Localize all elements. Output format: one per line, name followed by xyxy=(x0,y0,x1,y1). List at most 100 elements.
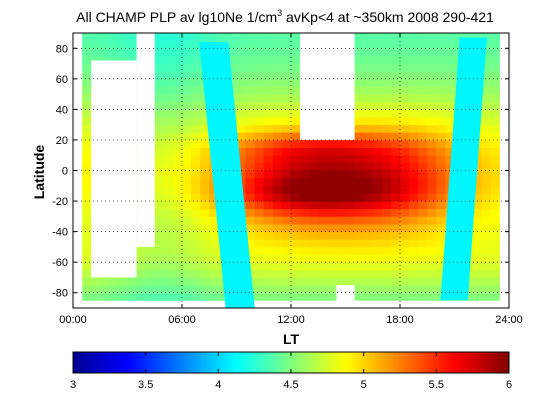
heatmap-cell xyxy=(336,155,346,164)
heatmap-cell xyxy=(372,254,383,263)
heatmap-cell xyxy=(82,48,92,57)
heatmap-cell xyxy=(490,139,501,148)
heatmap-cell xyxy=(363,147,374,156)
heatmap-cell xyxy=(200,277,210,286)
heatmap-cell xyxy=(354,193,365,202)
heatmap-cell xyxy=(263,269,274,278)
heatmap-cell xyxy=(372,139,383,148)
heatmap-cell xyxy=(127,33,137,42)
heatmap-cell xyxy=(182,231,192,240)
heatmap-cell xyxy=(291,246,301,255)
heatmap-cell xyxy=(436,124,446,133)
heatmap-cell xyxy=(390,147,401,156)
heatmap-cell xyxy=(390,223,401,233)
heatmap-cell xyxy=(436,117,446,126)
heatmap-cell xyxy=(372,132,383,141)
heatmap-cell xyxy=(390,193,401,202)
heatmap-cell xyxy=(436,223,446,233)
heatmap-cell xyxy=(245,170,256,179)
heatmap-cell xyxy=(390,239,401,248)
heatmap-cell xyxy=(354,33,365,42)
heatmap-cell xyxy=(182,94,192,103)
grid-lines xyxy=(73,33,509,308)
heatmap-cell xyxy=(381,132,392,141)
heatmap-cell xyxy=(400,178,410,187)
heatmap-cell xyxy=(182,239,192,248)
heatmap-cell xyxy=(82,162,92,171)
heatmap-cell xyxy=(472,170,483,179)
heatmap-cell xyxy=(318,170,328,179)
heatmap-cell xyxy=(82,170,92,179)
heatmap-cell xyxy=(445,109,455,118)
heatmap-cell xyxy=(445,78,455,87)
heatmap-cell xyxy=(172,269,183,278)
heatmap-cell xyxy=(291,223,301,233)
heatmap-cell xyxy=(309,223,319,233)
heatmap-cell xyxy=(336,178,346,187)
heatmap-cell xyxy=(336,193,346,202)
heatmap-cell xyxy=(481,132,492,141)
heatmap-cell xyxy=(200,239,210,248)
heatmap-cell xyxy=(363,239,374,248)
heatmap-cell xyxy=(400,285,410,294)
heatmap-cell xyxy=(381,262,392,271)
heatmap-cell xyxy=(136,285,147,294)
heatmap-cell xyxy=(318,239,328,248)
heatmap-cell xyxy=(245,223,256,233)
heatmap-cell xyxy=(354,78,365,87)
heatmap-cell xyxy=(427,101,437,110)
heatmap-cell xyxy=(381,277,392,286)
heatmap-cell xyxy=(318,254,328,263)
heatmap-cell xyxy=(472,33,483,42)
heatmap-cell xyxy=(300,178,310,187)
heatmap-cell xyxy=(445,132,455,141)
heatmap-cell xyxy=(490,185,501,194)
heatmap-cell xyxy=(372,94,383,103)
heatmap-cell xyxy=(436,277,446,286)
heatmap-cell xyxy=(418,254,428,263)
heatmap-cell xyxy=(172,117,183,126)
heatmap-cell xyxy=(172,124,183,133)
low-density-band xyxy=(199,42,255,308)
heatmap-cell xyxy=(191,101,201,110)
heatmap-cell xyxy=(354,109,365,118)
heatmap-cell xyxy=(82,178,92,187)
heatmap-cell xyxy=(400,101,410,110)
heatmap-cell xyxy=(409,139,419,148)
heatmap-cell xyxy=(372,170,383,179)
heatmap-cell xyxy=(263,193,274,202)
heatmap-cell xyxy=(390,124,401,133)
heatmap-cell xyxy=(200,185,210,194)
colorbar-tick-label: 3 xyxy=(70,379,76,391)
heatmap-cell xyxy=(82,269,92,278)
heatmap-cell xyxy=(472,231,483,240)
heatmap-cell xyxy=(345,201,355,210)
heatmap-cell xyxy=(200,109,210,118)
heatmap-cell xyxy=(182,246,192,255)
heatmap-cell xyxy=(354,216,365,225)
heatmap-cell xyxy=(345,216,355,225)
heatmap-cell xyxy=(381,208,392,217)
heatmap-cell xyxy=(354,201,365,210)
heatmap-cell xyxy=(445,33,455,42)
heatmap-cell xyxy=(436,170,446,179)
heatmap-cell xyxy=(372,124,383,133)
heatmap-cell xyxy=(490,246,501,255)
heatmap-cell xyxy=(263,155,274,164)
heatmap-cell xyxy=(254,254,265,263)
heatmap-cell xyxy=(172,71,183,80)
heatmap-cell xyxy=(409,33,419,42)
heatmap-cell xyxy=(263,162,274,171)
heatmap-cell xyxy=(427,223,437,233)
heatmap-cell xyxy=(172,223,183,233)
heatmap-cell xyxy=(272,262,283,271)
heatmap-cell xyxy=(400,254,410,263)
heatmap-cell xyxy=(400,63,410,72)
heatmap-cell xyxy=(209,201,219,210)
heatmap-cell xyxy=(245,117,256,126)
heatmap-cell xyxy=(172,55,183,64)
heatmap-cell xyxy=(309,139,319,148)
heatmap-cell xyxy=(372,223,383,233)
heatmap-cell xyxy=(490,71,501,80)
heatmap-cell xyxy=(154,55,165,64)
